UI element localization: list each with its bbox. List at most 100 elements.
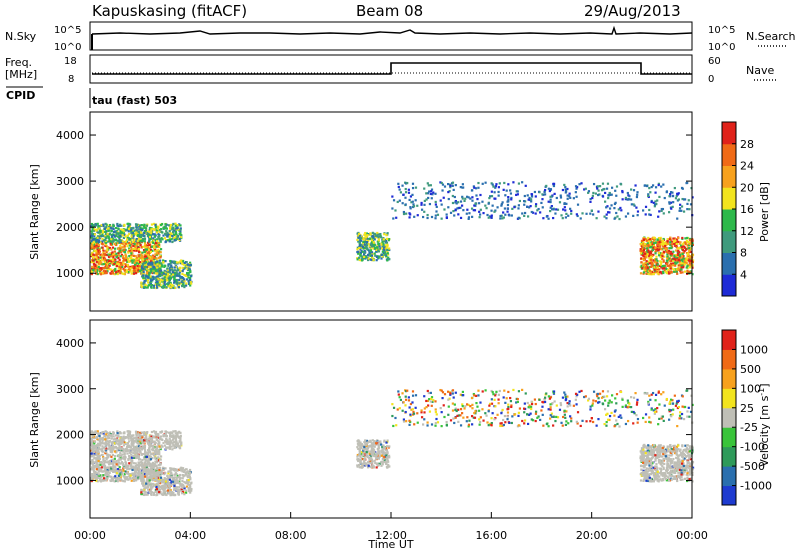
- power-echo-cell: [654, 191, 657, 194]
- power-echo-cell: [119, 267, 122, 271]
- power-echo-cell: [680, 261, 683, 265]
- velocity-echo-cell: [148, 445, 151, 448]
- velocity-echo-cell: [134, 439, 137, 443]
- power-echo-cell: [183, 273, 186, 277]
- power-echo-cell: [106, 235, 109, 238]
- power-echo-cell: [604, 191, 607, 195]
- power-echo-cell: [387, 247, 391, 250]
- power-echo-cell: [564, 185, 567, 189]
- velocity-echo-cell: [135, 469, 138, 472]
- power-echo-cell: [122, 255, 125, 258]
- velocity-echo-cell: [97, 473, 100, 476]
- velocity-echo-cell: [115, 440, 118, 443]
- power-echo-cell: [106, 265, 109, 268]
- power-echo-cell: [143, 286, 147, 289]
- power-echo-cell: [100, 224, 103, 227]
- power-echo-cell: [357, 252, 360, 255]
- power-echo-cell: [504, 213, 507, 216]
- power-echo-cell: [488, 196, 491, 200]
- power-echo-cell: [675, 259, 679, 262]
- power-echo-cell: [101, 237, 104, 241]
- power-echo-cell: [411, 200, 414, 203]
- power-echo-cell: [644, 205, 648, 208]
- power-echo-cell: [624, 196, 628, 200]
- power-echo-cell: [656, 238, 659, 241]
- power-echo-cell: [484, 204, 487, 207]
- power-echo-cell: [683, 198, 687, 201]
- power-echo-cell: [377, 256, 380, 259]
- power-echo-cell: [154, 250, 157, 253]
- velocity-echo-cell: [103, 461, 106, 464]
- velocity-echo-cell: [169, 432, 172, 436]
- power-echo-cell: [653, 271, 656, 274]
- power-colorbar-swatch: [722, 165, 736, 188]
- velocity-echo-cell: [104, 469, 107, 473]
- power-echo-cell: [648, 237, 651, 241]
- power-echo-cell: [97, 240, 100, 244]
- power-echo-cell: [666, 264, 669, 267]
- power-echo-cell: [140, 231, 143, 234]
- power-echo-cell: [448, 190, 451, 193]
- power-echo-cell: [673, 261, 677, 264]
- power-echo-cell: [686, 253, 689, 256]
- velocity-echo-cell: [145, 464, 149, 467]
- power-echo-cell: [672, 257, 675, 260]
- velocity-echo-cell: [163, 487, 167, 490]
- velocity-echo-cell: [158, 445, 161, 448]
- velocity-echo-cell: [146, 459, 149, 462]
- power-echo-cell: [601, 182, 605, 185]
- power-echo-cell: [491, 204, 494, 207]
- power-echo-cell: [101, 229, 104, 232]
- power-echo-cell: [95, 253, 98, 256]
- velocity-echo-cell: [176, 474, 179, 477]
- power-echo-cell: [667, 272, 671, 275]
- velocity-echo-cell: [110, 445, 113, 448]
- power-echo-cell: [96, 248, 99, 251]
- velocity-echo-cell: [168, 490, 172, 493]
- power-echo-cell: [184, 284, 188, 287]
- power-echo-cell: [93, 234, 96, 238]
- velocity-echo-cell: [160, 478, 163, 481]
- power-echo-cell: [167, 277, 171, 280]
- power-echo-cell: [658, 240, 661, 243]
- power-echo-cell: [607, 196, 610, 200]
- velocity-echo-cell: [130, 456, 134, 459]
- power-echo-cell: [506, 207, 510, 210]
- power-echo-cell: [654, 258, 657, 261]
- power-echo-cell: [90, 240, 94, 243]
- power-echo-cell: [94, 269, 97, 272]
- power-echo-cell: [487, 202, 490, 205]
- velocity-echo-cell: [114, 446, 117, 449]
- power-echo-cell: [114, 230, 117, 233]
- power-echo-cell: [177, 268, 180, 272]
- velocity-echo-cell: [173, 444, 176, 447]
- power-echo-cell: [471, 215, 474, 218]
- power-colorbar-tick-label: 28: [740, 138, 754, 151]
- velocity-echo-cell: [125, 472, 128, 475]
- velocity-echo-cell: [116, 449, 119, 452]
- power-echo-cell: [134, 241, 137, 244]
- power-echo-cell: [691, 261, 694, 264]
- power-echo-cell: [647, 242, 651, 246]
- power-echo-cell: [93, 227, 96, 231]
- nave-tick-bottom: 0: [708, 74, 714, 85]
- velocity-echo-cell: [133, 466, 136, 469]
- power-echo-cell: [672, 270, 676, 273]
- power-echo-cell: [375, 236, 378, 239]
- power-echo-cell: [461, 195, 464, 198]
- power-echo-cell: [426, 213, 429, 217]
- power-echo-cell: [179, 282, 183, 285]
- velocity-echo-cell: [100, 476, 103, 479]
- power-echo-cell: [677, 268, 680, 272]
- power-echo-cell: [98, 248, 101, 251]
- power-echo-cell: [185, 265, 188, 268]
- power-echo-cell: [670, 271, 673, 274]
- power-echo-cell: [141, 251, 144, 254]
- velocity-echo-cell: [153, 470, 156, 473]
- velocity-echo-cell: [124, 460, 127, 463]
- power-echo-cell: [653, 270, 656, 273]
- power-echo-cell: [534, 203, 538, 206]
- velocity-echo-cell: [136, 431, 139, 434]
- velocity-echo-cell: [118, 446, 122, 450]
